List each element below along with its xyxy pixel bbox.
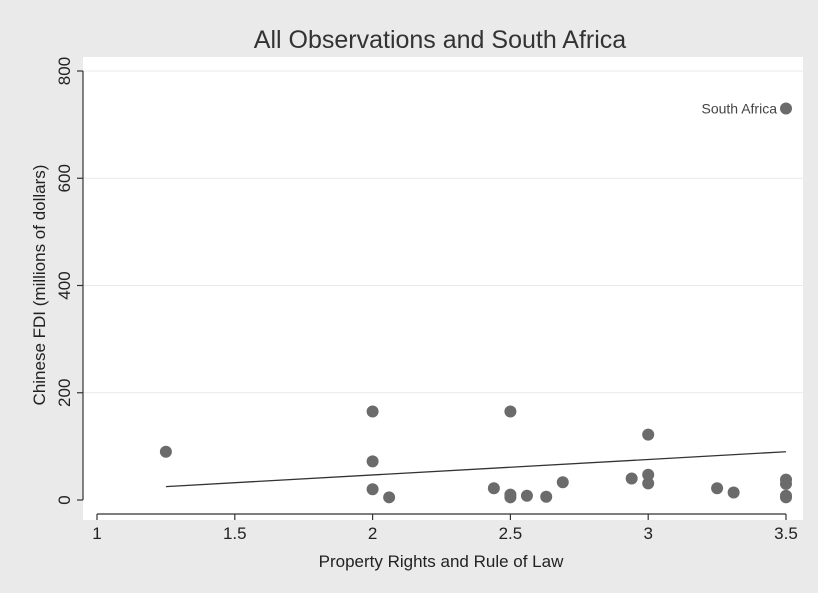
data-point (642, 468, 655, 481)
x-tick-label: 1 (92, 524, 101, 543)
data-point (366, 483, 379, 496)
data-point (642, 428, 655, 441)
data-point (366, 455, 379, 468)
chart-title: All Observations and South Africa (254, 26, 627, 54)
point-label: South Africa (702, 101, 778, 117)
data-point (540, 490, 553, 503)
x-tick-label: 1.5 (223, 524, 247, 543)
data-point (366, 405, 379, 418)
data-point (727, 486, 740, 499)
data-point (711, 482, 724, 495)
data-point (780, 477, 792, 490)
data-point (504, 405, 517, 418)
y-tick-label: 400 (55, 271, 74, 299)
data-point (159, 445, 172, 458)
x-ticks: 1 1.5 2 2.5 3 3.5 (92, 514, 798, 543)
plot-area (83, 57, 803, 520)
data-point (504, 491, 517, 504)
x-tick-label: 3 (643, 524, 652, 543)
data-point (556, 476, 569, 489)
data-point (520, 489, 533, 502)
x-tick-label: 3.5 (774, 524, 798, 543)
x-tick-label: 2.5 (499, 524, 523, 543)
data-points: South Africa (159, 101, 792, 504)
x-axis-title: Property Rights and Rule of Law (319, 552, 564, 571)
y-tick-label: 600 (55, 164, 74, 192)
y-tick-label: 0 (55, 495, 74, 504)
fit-line-layer (165, 451, 787, 488)
data-point (487, 482, 500, 495)
data-point (780, 102, 792, 115)
gridlines (83, 70, 803, 394)
y-ticks: 0 200 400 600 800 (55, 57, 83, 505)
data-point (780, 491, 792, 504)
data-point (383, 491, 396, 504)
data-point (642, 477, 655, 490)
x-tick-label: 2 (368, 524, 377, 543)
fit-line (165, 451, 787, 488)
y-tick-label: 800 (55, 57, 74, 85)
data-point (625, 472, 638, 485)
y-tick-label: 200 (55, 379, 74, 407)
y-axis-title: Chinese FDI (millions of dollars) (30, 165, 49, 406)
